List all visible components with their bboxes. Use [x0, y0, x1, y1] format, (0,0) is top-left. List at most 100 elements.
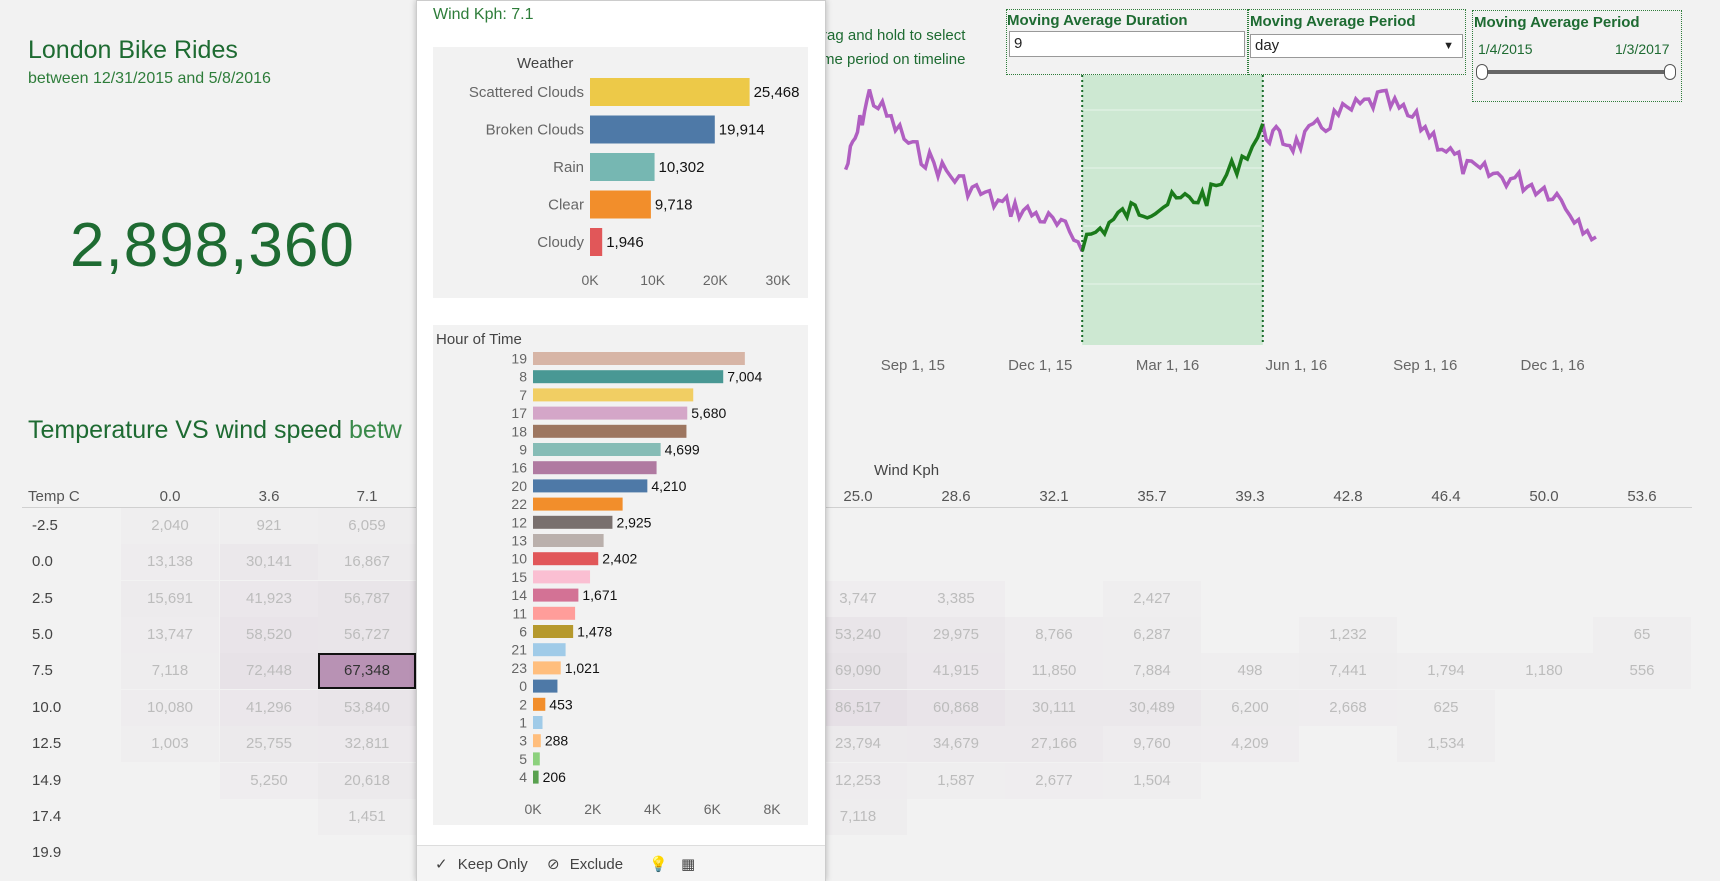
heatmap-cell[interactable]: 6,287: [1103, 617, 1201, 653]
heatmap-cell[interactable]: [1299, 508, 1397, 544]
heatmap-cell[interactable]: [1593, 508, 1691, 544]
heatmap-cell[interactable]: [121, 799, 219, 835]
heatmap-cell[interactable]: 9,760: [1103, 726, 1201, 762]
heatmap-cell[interactable]: 30,489: [1103, 690, 1201, 726]
period-select[interactable]: day ▼: [1250, 34, 1463, 58]
heatmap-cell[interactable]: [1593, 544, 1691, 580]
heatmap-cell[interactable]: 29,975: [907, 617, 1005, 653]
heatmap-cell[interactable]: [907, 544, 1005, 580]
heatmap-cell[interactable]: 7,441: [1299, 653, 1397, 689]
heatmap-cell[interactable]: [1397, 835, 1495, 871]
heatmap-cell[interactable]: [1005, 799, 1103, 835]
heatmap-cell[interactable]: [1593, 835, 1691, 871]
heatmap-cell[interactable]: [1495, 799, 1593, 835]
heatmap-cell[interactable]: 625: [1397, 690, 1495, 726]
range-slider-track[interactable]: [1480, 70, 1672, 74]
heatmap-cell[interactable]: [1201, 617, 1299, 653]
heatmap-cell[interactable]: [1005, 835, 1103, 871]
heatmap-cell[interactable]: [1593, 799, 1691, 835]
duration-input[interactable]: 9: [1009, 31, 1245, 57]
heatmap-cell[interactable]: 5,250: [220, 763, 318, 799]
heatmap-cell[interactable]: [1201, 835, 1299, 871]
heatmap-cell[interactable]: [1005, 508, 1103, 544]
heatmap-cell[interactable]: [1299, 799, 1397, 835]
heatmap-cell[interactable]: [1299, 581, 1397, 617]
heatmap-cell[interactable]: 32,811: [318, 726, 416, 762]
heatmap-cell[interactable]: 13,747: [121, 617, 219, 653]
heatmap-cell[interactable]: [1495, 544, 1593, 580]
heatmap-cell[interactable]: 11,850: [1005, 653, 1103, 689]
heatmap-cell[interactable]: [1103, 835, 1201, 871]
heatmap-cell[interactable]: 921: [220, 508, 318, 544]
heatmap-cell[interactable]: 1,451: [318, 799, 416, 835]
heatmap-cell[interactable]: [1397, 581, 1495, 617]
heatmap-cell[interactable]: 498: [1201, 653, 1299, 689]
heatmap-cell[interactable]: [1397, 508, 1495, 544]
heatmap-cell[interactable]: [1593, 763, 1691, 799]
heatmap-cell[interactable]: 34,679: [907, 726, 1005, 762]
heatmap-cell[interactable]: [1495, 763, 1593, 799]
heatmap-cell[interactable]: [1103, 544, 1201, 580]
heatmap-cell[interactable]: [220, 835, 318, 871]
heatmap-cell[interactable]: [1201, 544, 1299, 580]
heatmap-cell[interactable]: 7,884: [1103, 653, 1201, 689]
heatmap-cell[interactable]: 3,747: [809, 581, 907, 617]
heatmap-cell[interactable]: 58,520: [220, 617, 318, 653]
heatmap-cell[interactable]: [1201, 799, 1299, 835]
heatmap-cell[interactable]: [1103, 799, 1201, 835]
heatmap-cell[interactable]: 72,448: [220, 653, 318, 689]
heatmap-cell[interactable]: [1201, 508, 1299, 544]
heatmap-cell[interactable]: 4,209: [1201, 726, 1299, 762]
heatmap-cell[interactable]: 1,003: [121, 726, 219, 762]
heatmap-cell[interactable]: [1397, 799, 1495, 835]
heatmap-cell[interactable]: 27,166: [1005, 726, 1103, 762]
heatmap-cell[interactable]: 20,618: [318, 763, 416, 799]
heatmap-cell[interactable]: 1,504: [1103, 763, 1201, 799]
heatmap-cell[interactable]: [1005, 581, 1103, 617]
heatmap-cell[interactable]: 30,141: [220, 544, 318, 580]
heatmap-cell[interactable]: 25,755: [220, 726, 318, 762]
heatmap-cell[interactable]: [318, 835, 416, 871]
heatmap-cell[interactable]: 41,296: [220, 690, 318, 726]
heatmap-cell[interactable]: 6,059: [318, 508, 416, 544]
heatmap-cell[interactable]: [1495, 508, 1593, 544]
heatmap-cell[interactable]: 8,766: [1005, 617, 1103, 653]
view-data-icon[interactable]: ▦: [681, 856, 696, 873]
heatmap-cell[interactable]: 56,727: [318, 617, 416, 653]
heatmap-cell[interactable]: 2,427: [1103, 581, 1201, 617]
range-slider-end-handle[interactable]: [1664, 64, 1676, 80]
heatmap-cell[interactable]: 3,385: [907, 581, 1005, 617]
heatmap-cell[interactable]: [1201, 763, 1299, 799]
heatmap-cell[interactable]: 1,587: [907, 763, 1005, 799]
heatmap-cell[interactable]: [907, 799, 1005, 835]
heatmap-cell[interactable]: 1,534: [1397, 726, 1495, 762]
heatmap-cell-selected[interactable]: 67,348: [318, 653, 416, 689]
heatmap-cell[interactable]: 1,794: [1397, 653, 1495, 689]
heatmap-cell[interactable]: 556: [1593, 653, 1691, 689]
exclude-button[interactable]: ⊘ Exclude: [547, 855, 623, 873]
heatmap-cell[interactable]: 13,138: [121, 544, 219, 580]
heatmap-cell[interactable]: 2,677: [1005, 763, 1103, 799]
heatmap-cell[interactable]: [1201, 581, 1299, 617]
heatmap-cell[interactable]: [121, 835, 219, 871]
lightbulb-icon[interactable]: 💡: [649, 856, 668, 873]
heatmap-cell[interactable]: 1,180: [1495, 653, 1593, 689]
heatmap-cell[interactable]: 10,080: [121, 690, 219, 726]
heatmap-cell[interactable]: 56,787: [318, 581, 416, 617]
heatmap-cell[interactable]: [1299, 835, 1397, 871]
heatmap-cell[interactable]: 15,691: [121, 581, 219, 617]
heatmap-cell[interactable]: [1397, 617, 1495, 653]
heatmap-cell[interactable]: [1495, 617, 1593, 653]
heatmap-cell[interactable]: [1397, 544, 1495, 580]
heatmap-cell[interactable]: [1397, 763, 1495, 799]
heatmap-cell[interactable]: [1299, 544, 1397, 580]
timeline-chart[interactable]: Sep 1, 15 Dec 1, 15 Mar 1, 16 Jun 1, 16 Sep …: [826, 0, 1720, 400]
heatmap-cell[interactable]: [1593, 690, 1691, 726]
heatmap-cell[interactable]: [1495, 835, 1593, 871]
heatmap-cell[interactable]: 65: [1593, 617, 1691, 653]
heatmap-cell[interactable]: 2,040: [121, 508, 219, 544]
heatmap-cell[interactable]: [907, 508, 1005, 544]
heatmap-cell[interactable]: [121, 763, 219, 799]
heatmap-cell[interactable]: [1103, 508, 1201, 544]
heatmap-cell[interactable]: [1495, 690, 1593, 726]
